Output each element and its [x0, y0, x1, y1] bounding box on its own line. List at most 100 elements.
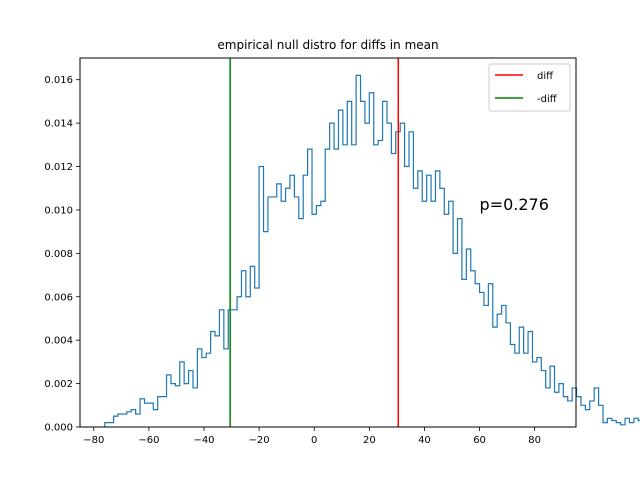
histogram-bin: [325, 149, 329, 427]
histogram-bin: [528, 331, 532, 427]
histogram-bin: [365, 123, 369, 427]
histogram-bin: [259, 167, 263, 427]
histogram-bin: [114, 416, 118, 427]
plot-frame: [79, 57, 577, 428]
histogram-bin: [374, 145, 378, 427]
histogram-bin: [625, 418, 629, 427]
histogram-bin: [616, 423, 620, 427]
histogram-bin: [577, 397, 581, 427]
histogram-bin: [180, 362, 184, 427]
histogram-bin: [109, 423, 113, 427]
histogram-bin: [312, 214, 316, 427]
histogram-bin: [303, 175, 307, 427]
histogram-bin: [197, 349, 201, 427]
histogram-bin: [184, 384, 188, 427]
histogram-bin: [140, 399, 144, 427]
histogram-bin: [167, 375, 171, 427]
histogram-bin: [290, 175, 294, 427]
x-tick-label: 80: [528, 435, 541, 446]
histogram-bin: [171, 384, 175, 427]
histogram-bin: [519, 327, 523, 427]
histogram-bin: [413, 188, 417, 427]
histogram-bin: [158, 397, 162, 427]
chart-title: empirical null distro for diffs in mean: [217, 38, 438, 52]
x-tick-label: 60: [473, 435, 486, 446]
y-tick-label: 0.010: [44, 205, 73, 216]
histogram-bin: [255, 288, 259, 427]
histogram-bin: [224, 349, 228, 427]
legend: diff -diff: [488, 63, 571, 112]
histogram-bin: [550, 366, 554, 427]
x-tick-label: −20: [249, 435, 270, 446]
histogram-bin: [193, 388, 197, 427]
histogram-bin: [202, 358, 206, 427]
histogram-bin: [338, 110, 342, 427]
histogram-bin: [294, 197, 298, 427]
histogram-bin: [268, 197, 272, 427]
histogram-bin: [435, 171, 439, 427]
histogram-bin: [603, 423, 607, 427]
legend-label-diff: diff: [537, 71, 554, 82]
histogram-bars: [104, 74, 640, 427]
histogram-bin: [405, 167, 409, 427]
histogram-bin: [233, 310, 237, 427]
y-axis: 0.000 0.002 0.004 0.006 0.008 0.010 0.012 0.014…: [44, 75, 80, 434]
histogram-bin: [277, 184, 281, 427]
histogram-bin: [431, 201, 435, 427]
histogram-bin: [211, 331, 215, 427]
histogram-bin: [281, 201, 285, 427]
histogram-bin: [131, 410, 135, 427]
y-tick-label: 0.000: [44, 423, 73, 434]
histogram-bin: [532, 362, 536, 427]
histogram-bin: [299, 219, 303, 427]
histogram-bin: [352, 145, 356, 427]
histogram-bin: [453, 253, 457, 427]
histogram-bin: [510, 345, 514, 427]
histogram-bin: [378, 140, 382, 427]
histogram-step-outline: [104, 74, 640, 427]
histogram-bin: [594, 388, 598, 427]
histogram-bin: [585, 410, 589, 427]
y-tick-label: 0.008: [44, 249, 73, 260]
x-tick-label: −60: [138, 435, 159, 446]
histogram-bin: [136, 414, 140, 427]
histogram-bin: [541, 371, 545, 427]
histogram-bin: [241, 271, 245, 427]
histogram-bin: [361, 101, 365, 427]
legend-box: [488, 63, 571, 112]
histogram-bin: [127, 412, 131, 427]
histogram-bin: [488, 284, 492, 427]
histogram-bin: [308, 149, 312, 427]
x-tick-label: −80: [83, 435, 104, 446]
histogram-bin: [153, 410, 157, 427]
histogram-bin: [537, 358, 541, 427]
histogram-bin: [555, 392, 559, 427]
histogram-bin: [471, 271, 475, 427]
histogram-bin: [462, 279, 466, 427]
histogram-bin: [502, 305, 506, 427]
y-tick-label: 0.014: [44, 119, 73, 130]
histogram-bin: [122, 414, 126, 427]
histogram-bin: [105, 423, 109, 427]
histogram-bin: [215, 336, 219, 427]
histogram-bin: [493, 327, 497, 427]
x-tick-label: −40: [193, 435, 214, 446]
histogram-bin: [387, 123, 391, 427]
y-tick-label: 0.012: [44, 162, 73, 173]
histogram-bin: [458, 219, 462, 427]
histogram-bin: [162, 397, 166, 427]
histogram-bin: [316, 206, 320, 427]
reference-lines: [229, 58, 400, 427]
x-tick-label: 0: [311, 435, 317, 446]
x-tick-label: 20: [363, 435, 376, 446]
p-value-annotation: p=0.276: [480, 195, 549, 214]
histogram-bin: [391, 154, 395, 427]
histogram-bin: [330, 123, 334, 427]
histogram-bin: [272, 197, 276, 427]
histogram-bin: [546, 388, 550, 427]
histogram-bin: [237, 297, 241, 427]
histogram-bin: [264, 232, 268, 427]
histogram-bin: [484, 305, 488, 427]
histogram-bin: [418, 171, 422, 427]
histogram-bin: [497, 314, 501, 427]
